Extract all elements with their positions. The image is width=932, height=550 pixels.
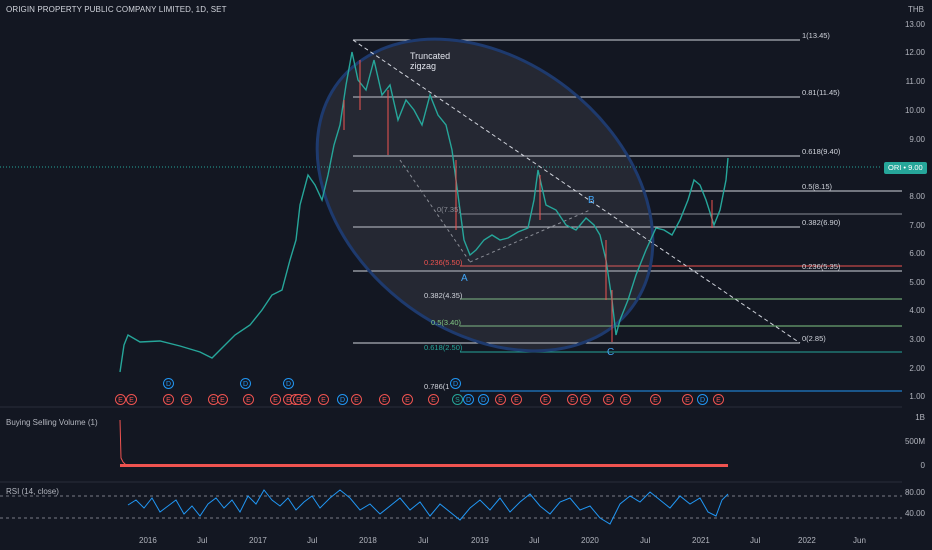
event-marker-e[interactable]: E — [243, 394, 254, 405]
annotation-line2[interactable]: zigzag — [410, 61, 437, 71]
volume-tick: 500M — [904, 437, 925, 446]
volume-panel-label[interactable]: Buying Selling Volume (1) — [6, 418, 98, 427]
event-marker-e[interactable]: E — [580, 394, 591, 405]
event-marker-e[interactable]: E — [603, 394, 614, 405]
event-marker-e[interactable]: E — [270, 394, 281, 405]
event-marker-e[interactable]: E — [540, 394, 551, 405]
event-marker-e[interactable]: E — [495, 394, 506, 405]
fib-label: 0.382(6.90) — [802, 218, 841, 227]
event-marker-e[interactable]: E — [300, 394, 311, 405]
y-tick: 13.00 — [904, 20, 925, 29]
event-marker-e[interactable]: E — [682, 394, 693, 405]
price-line-up — [119, 51, 729, 373]
price-line-down — [343, 60, 713, 342]
y-tick: 9.00 — [909, 135, 925, 144]
x-tick: Jun — [853, 536, 866, 545]
rsi-tick: 80.00 — [904, 488, 925, 497]
y-tick: 8.00 — [909, 192, 925, 201]
rsi-tick: 40.00 — [904, 509, 925, 518]
event-marker-d[interactable]: D — [450, 378, 461, 389]
event-marker-e[interactable]: E — [511, 394, 522, 405]
fib-label: 0(2.85) — [802, 334, 826, 343]
event-marker-d[interactable]: D — [240, 378, 251, 389]
x-tick: Jul — [640, 536, 651, 545]
x-tick: 2019 — [471, 536, 489, 545]
fib-label: 0.236(5.50) — [424, 258, 463, 267]
rsi-line — [127, 489, 729, 525]
wave-label-a[interactable]: A — [461, 273, 468, 284]
fib-label: 0.5(3.40) — [431, 318, 462, 327]
fib-label: 0(7.35) — [437, 205, 461, 214]
fib-label: 1(13.45) — [802, 31, 830, 40]
fib-label: 0.5(8.15) — [802, 182, 833, 191]
x-tick: Jul — [307, 536, 318, 545]
x-tick: 2021 — [692, 536, 710, 545]
volume-spike — [119, 419, 127, 466]
fib-label: 0.81(11.45) — [802, 88, 840, 97]
y-tick: 3.00 — [909, 335, 925, 344]
y-tick: 11.00 — [905, 77, 925, 86]
event-marker-e[interactable]: E — [126, 394, 137, 405]
wave-label-c[interactable]: C — [607, 347, 615, 358]
y-tick: 7.00 — [909, 221, 925, 230]
x-tick: Jul — [750, 536, 761, 545]
x-tick: Jul — [529, 536, 540, 545]
volume-tick: 0 — [920, 461, 925, 470]
x-tick: 2020 — [581, 536, 599, 545]
event-marker-e[interactable]: E — [620, 394, 631, 405]
event-marker-e[interactable]: E — [115, 394, 126, 405]
event-marker-e[interactable]: E — [318, 394, 329, 405]
x-tick: 2022 — [798, 536, 816, 545]
event-marker-d[interactable]: D — [463, 394, 474, 405]
event-marker-d[interactable]: D — [478, 394, 489, 405]
x-tick: Jul — [418, 536, 429, 545]
trend-dashed-line — [352, 39, 801, 344]
x-tick: 2016 — [139, 536, 157, 545]
currency-label: THB — [908, 5, 924, 14]
fib-label: 0.618(9.40) — [802, 147, 841, 156]
event-marker-e[interactable]: E — [163, 394, 174, 405]
event-marker-d[interactable]: D — [163, 378, 174, 389]
rsi-panel-label[interactable]: RSI (14, close) — [6, 487, 59, 496]
event-marker-e[interactable]: E — [181, 394, 192, 405]
y-tick: 12.00 — [904, 48, 925, 57]
volume-bars — [120, 464, 728, 467]
y-tick: 4.00 — [909, 306, 925, 315]
y-tick: 6.00 — [909, 249, 925, 258]
last-price-badge: ORI • 9.00 — [884, 162, 927, 174]
x-tick: 2017 — [249, 536, 267, 545]
event-marker-e[interactable]: E — [567, 394, 578, 405]
event-marker-d[interactable]: D — [697, 394, 708, 405]
y-tick: 10.00 — [904, 106, 925, 115]
x-tick: Jul — [197, 536, 208, 545]
x-tick: 2018 — [359, 536, 377, 545]
zigzag-ellipse — [315, 37, 655, 353]
wave-ab-dashed — [399, 159, 471, 263]
chart-title: ORIGIN PROPERTY PUBLIC COMPANY LIMITED, … — [6, 5, 227, 14]
y-tick: 5.00 — [909, 278, 925, 287]
event-marker-e[interactable]: E — [428, 394, 439, 405]
y-tick: 1.00 — [909, 392, 925, 401]
fib-label: 0.618(2.50) — [424, 343, 463, 352]
event-marker-e[interactable]: E — [713, 394, 724, 405]
event-marker-e[interactable]: E — [351, 394, 362, 405]
fib-label: 0.786(1 — [424, 382, 450, 391]
fib-label: 0.236(5.35) — [802, 262, 841, 271]
event-marker-e[interactable]: E — [650, 394, 661, 405]
fib-label: 0.382(4.35) — [424, 291, 463, 300]
event-marker-e[interactable]: E — [379, 394, 390, 405]
event-marker-e[interactable]: E — [402, 394, 413, 405]
event-marker-e[interactable]: E — [217, 394, 228, 405]
wave-bc-dashed — [469, 209, 591, 263]
event-marker-s[interactable]: S — [452, 394, 463, 405]
annotation-line1[interactable]: Truncated — [410, 51, 451, 61]
y-tick: 2.00 — [909, 364, 925, 373]
volume-tick: 1B — [915, 413, 925, 422]
event-marker-d[interactable]: D — [283, 378, 294, 389]
event-marker-d[interactable]: D — [337, 394, 348, 405]
wave-label-b[interactable]: B — [588, 195, 595, 206]
